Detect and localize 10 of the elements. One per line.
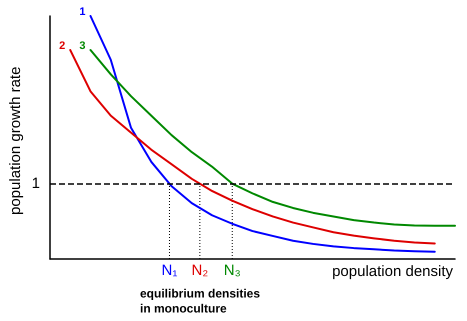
annotation: N₃	[224, 262, 241, 279]
series-label: 2	[59, 40, 66, 52]
series-label: 3	[79, 40, 86, 52]
annotation: N₁	[162, 262, 178, 279]
text: equilibrium densities in monoculture	[140, 286, 264, 316]
annotation: N₂	[192, 262, 208, 279]
text: 1	[32, 175, 40, 192]
y-axis-title: population growth rate	[7, 66, 24, 215]
series-label: 1	[79, 6, 86, 18]
x-axis-title: population density	[332, 263, 454, 280]
